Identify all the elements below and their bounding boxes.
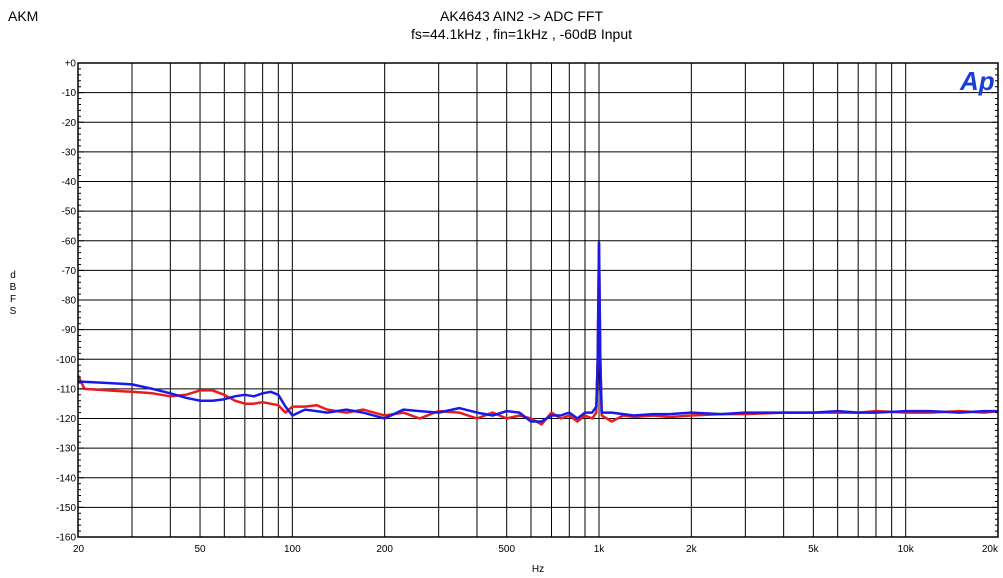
grid bbox=[78, 63, 998, 537]
ap-logo: Ap bbox=[959, 66, 995, 96]
x-tick-label: 20k bbox=[982, 544, 999, 555]
series-line-2 bbox=[77, 240, 998, 423]
x-tick-label: 5k bbox=[808, 544, 820, 555]
x-axis-label: Hz bbox=[532, 564, 544, 575]
x-tick-label: 100 bbox=[284, 544, 301, 555]
x-tick-label: 2k bbox=[686, 544, 698, 555]
y-tick-label: -10 bbox=[62, 88, 77, 99]
x-tick-label: 50 bbox=[194, 544, 206, 555]
y-tick-label: -110 bbox=[57, 384, 77, 395]
x-tick-labels: 20 50 100 200 500 1k 2k 5k 10k 20k bbox=[73, 544, 999, 555]
y-tick-label: -40 bbox=[62, 177, 77, 188]
y-tick-label: -70 bbox=[62, 266, 77, 277]
y-tick-label: -130 bbox=[56, 444, 76, 455]
x-tick-label: 200 bbox=[376, 544, 393, 555]
y-tick-label: -90 bbox=[62, 325, 77, 336]
y-tick-labels: +0 -10 -20 -30 -40 -50 -60 -70 -80 -90 -100 -110 -12… bbox=[56, 59, 76, 544]
x-tick-label: 500 bbox=[498, 544, 515, 555]
y-tick-label: -160 bbox=[56, 533, 76, 544]
plot-frame bbox=[77, 62, 999, 538]
y-tick-label: +0 bbox=[65, 59, 77, 70]
chart-subtitle: fs=44.1kHz , fin=1kHz , -60dB Input bbox=[410, 26, 632, 42]
x-tick-label: 10k bbox=[898, 544, 915, 555]
y-tick-label: -140 bbox=[56, 473, 76, 484]
y-tick-label: -20 bbox=[62, 118, 77, 129]
y-tick-label: -30 bbox=[62, 147, 77, 158]
series-layer bbox=[76, 240, 999, 426]
brand-label: AKM bbox=[8, 8, 39, 24]
y-tick-label: -150 bbox=[56, 503, 76, 514]
x-tick-label: 1k bbox=[594, 544, 606, 555]
plot-border bbox=[77, 62, 999, 538]
y-tick-label: -60 bbox=[62, 236, 77, 247]
x-tick-label: 20 bbox=[73, 544, 85, 555]
y-tick-label: -50 bbox=[62, 207, 77, 218]
chart-title: AK4643 AIN2 -> ADC FFT bbox=[439, 8, 603, 24]
y-tick-label: -80 bbox=[62, 296, 77, 307]
y-tick-label: -100 bbox=[56, 355, 76, 366]
y-tick-label: -120 bbox=[56, 414, 76, 425]
